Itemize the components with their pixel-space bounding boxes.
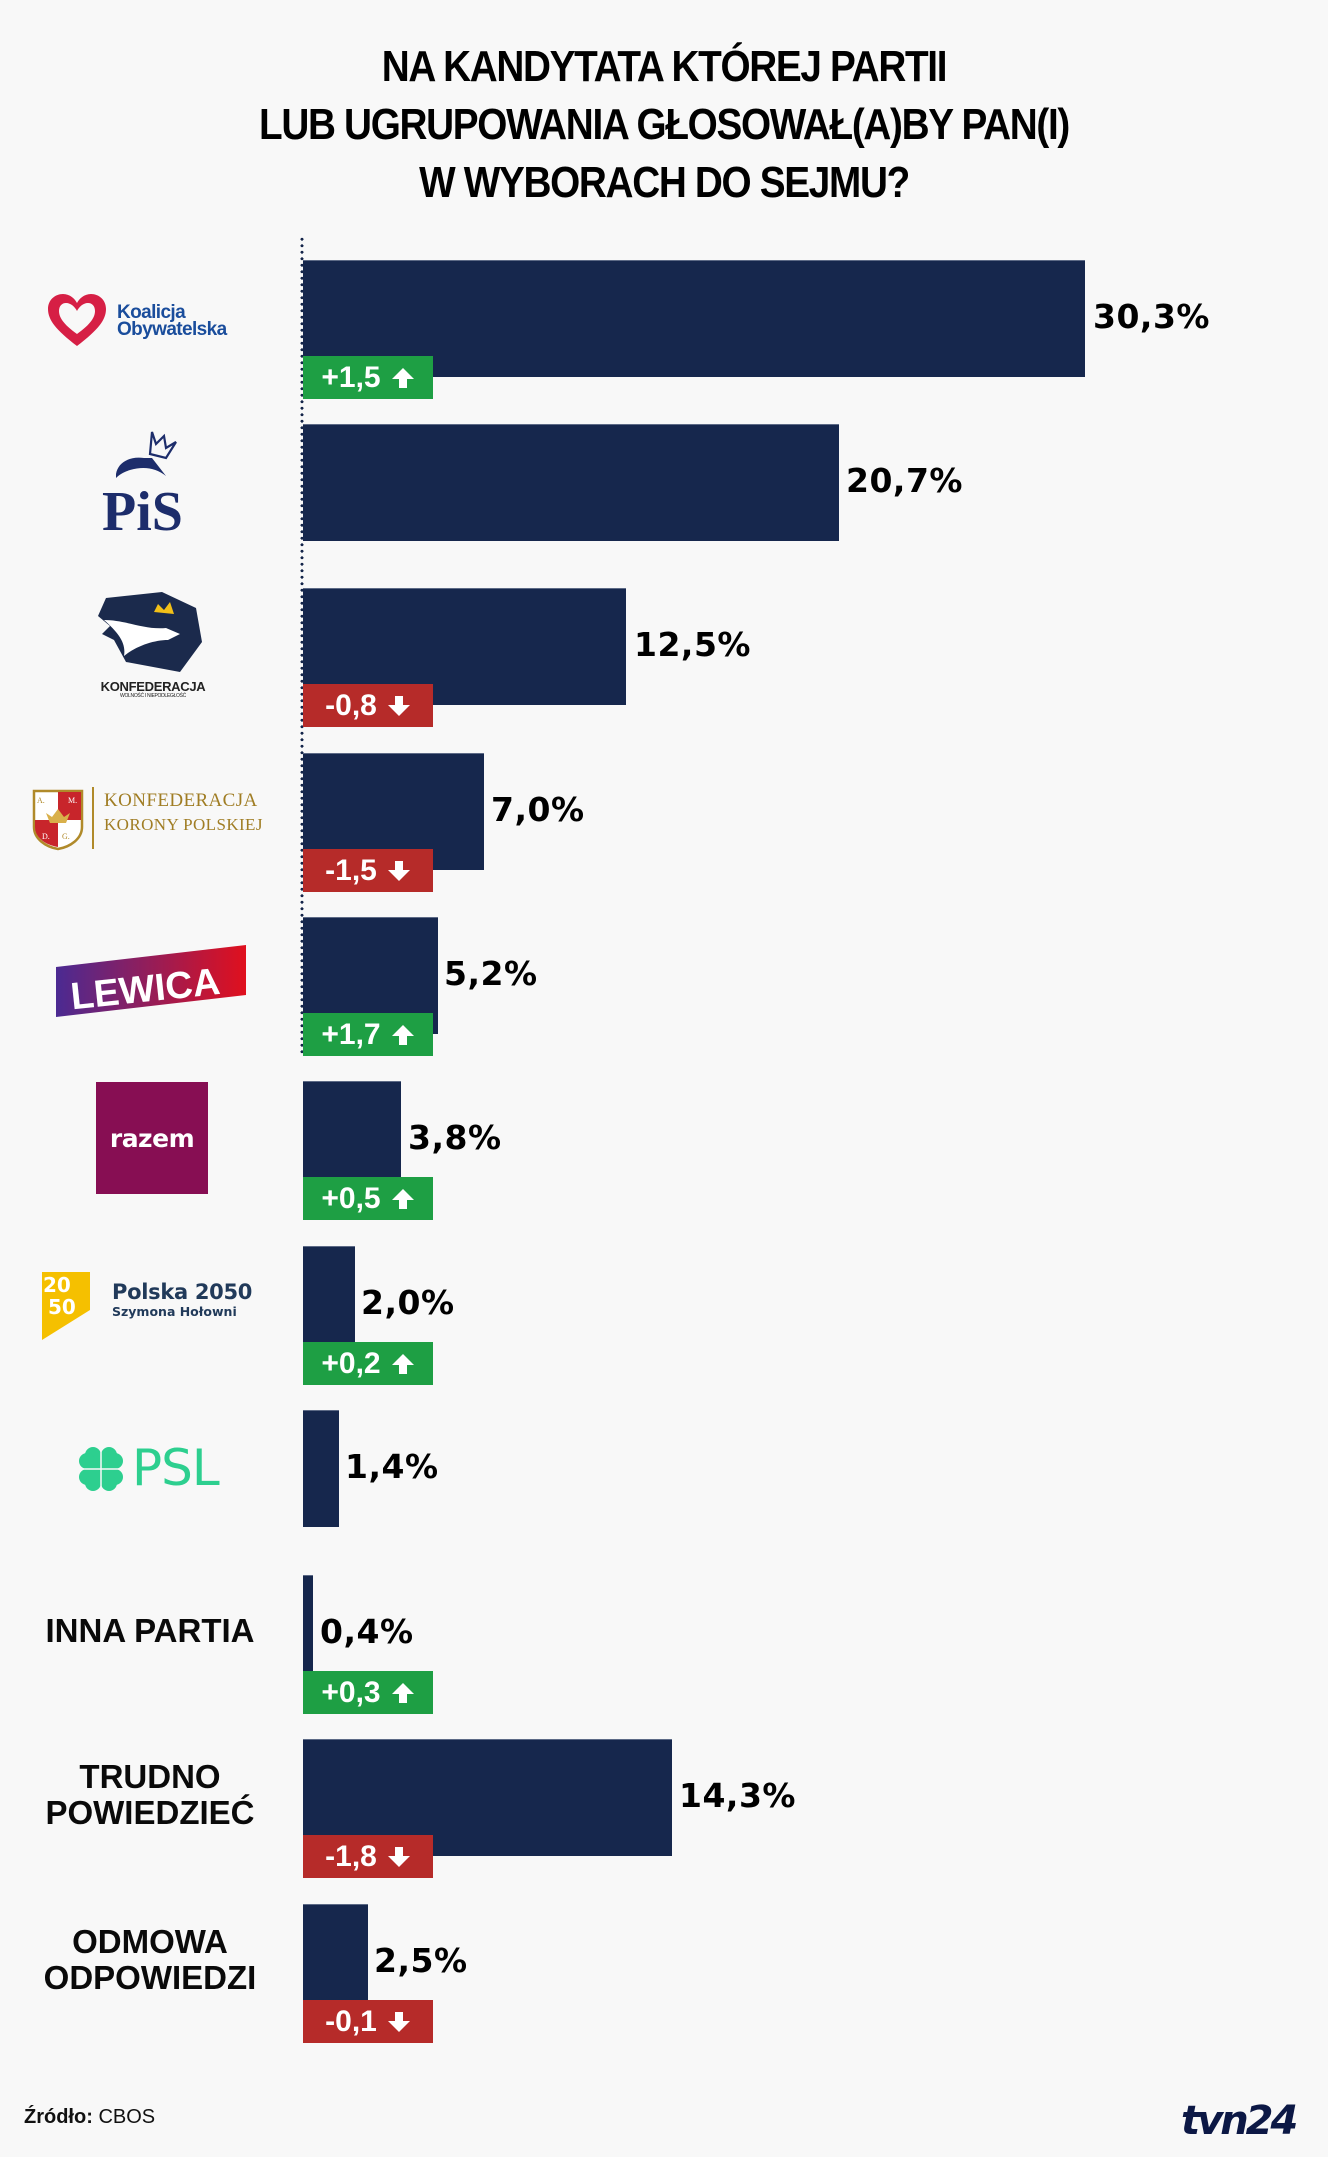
value-label: 2,5% xyxy=(374,1941,468,1980)
source-note: Źródło: CBOS xyxy=(24,2106,156,2128)
bar xyxy=(303,424,839,541)
value-label: 30,3% xyxy=(1093,297,1210,336)
bar-row-konfederacja: KONFEDERACJA WOLNOŚĆ I NIEPODLEGŁOŚĆ 12,… xyxy=(0,588,1328,748)
change-badge: -0,1 xyxy=(303,2000,433,2043)
bar-row-odmowa-odpowiedzi: ODMOWA ODPOWIEDZI 2,5% -0,1 xyxy=(0,1904,1328,2064)
change-badge: -1,5 xyxy=(303,849,433,892)
value-label: 5,2% xyxy=(444,954,538,993)
value-label: 0,4% xyxy=(320,1612,414,1651)
bar xyxy=(303,260,1085,377)
arrow-up-icon xyxy=(391,1023,415,1047)
heart-icon xyxy=(48,294,106,346)
bar xyxy=(303,1575,313,1692)
title-line-1: NA KANDYTATA KTÓREJ PARTII xyxy=(381,42,948,91)
arrow-down-icon xyxy=(387,859,411,883)
change-badge: -0,8 xyxy=(303,684,433,727)
arrow-up-icon xyxy=(391,1681,415,1705)
value-label: 20,7% xyxy=(846,461,963,500)
bar-row-koalicja-obywatelska: Koalicja Obywatelska 30,3% +1,5 xyxy=(0,260,1328,420)
title-line-2: LUB UGRUPOWANIA GŁOSOWAŁ(A)BY PAN(I) xyxy=(258,100,1070,149)
change-badge: +0,2 xyxy=(303,1342,433,1385)
ko-logo-text: Koalicja Obywatelska xyxy=(117,302,227,340)
clover-icon xyxy=(79,1447,123,1491)
chart-title: NA KANDYTATA KTÓREJ PARTII LUB UGRUPOWAN… xyxy=(80,38,1249,212)
svg-text:20: 20 xyxy=(43,1273,71,1297)
bar-row-polska-2050: 20 50 Polska 2050 Szymona Hołowni 2,0% +… xyxy=(0,1246,1328,1406)
value-label: 12,5% xyxy=(634,625,751,664)
kkp-logo-text: KONFEDERACJA KORONY POLSKIEJ xyxy=(104,790,263,834)
bar-row-pis: PiS 20,7% xyxy=(0,424,1328,584)
bar-row-lewica: LEWICA 5,2% +1,7 xyxy=(0,917,1328,1077)
arrow-up-icon xyxy=(391,366,415,390)
razem-logo: razem xyxy=(96,1082,208,1194)
arrow-down-icon xyxy=(387,1845,411,1869)
lewica-logo: LEWICA xyxy=(56,945,246,1018)
bar-row-inna-partia: INNA PARTIA 0,4% +0,3 xyxy=(0,1575,1328,1735)
value-label: 3,8% xyxy=(408,1118,502,1157)
kkp-shield-crown-icon: A. M. D. G. xyxy=(32,789,84,851)
category-label: ODMOWA ODPOWIEDZI xyxy=(43,1923,257,1996)
change-badge: +1,5 xyxy=(303,356,433,399)
category-label: TRUDNO POWIEDZIEĆ xyxy=(45,1758,255,1831)
category-label: INNA PARTIA xyxy=(45,1612,255,1649)
bar xyxy=(303,1410,339,1527)
konfederacja-logo-text: KONFEDERACJA WOLNOŚĆ I NIEPODLEGŁOŚĆ xyxy=(100,679,206,699)
arrow-down-icon xyxy=(387,2010,411,2034)
arrow-up-icon xyxy=(391,1352,415,1376)
value-label: 14,3% xyxy=(679,1776,796,1815)
change-badge: +0,3 xyxy=(303,1671,433,1714)
svg-text:M.: M. xyxy=(68,796,77,805)
bar-row-psl: PSL 1,4% xyxy=(0,1410,1328,1570)
svg-text:PiS: PiS xyxy=(102,481,183,538)
bar-row-trudno-powiedziec: TRUDNO POWIEDZIEĆ 14,3% -1,8 xyxy=(0,1739,1328,1899)
value-label: 2,0% xyxy=(361,1283,455,1322)
svg-text:50: 50 xyxy=(48,1295,76,1319)
konfederacja-eagle-icon xyxy=(98,592,202,672)
title-line-3: W WYBORACH DO SEJMU? xyxy=(419,158,910,207)
tvn24-logo: tvn24 xyxy=(1181,2098,1298,2144)
pis-eagle-crown-icon: PiS xyxy=(102,431,183,538)
polska-2050-logo-icon: 20 50 xyxy=(42,1272,90,1340)
svg-text:A.: A. xyxy=(37,796,45,805)
change-badge: +0,5 xyxy=(303,1177,433,1220)
psl-logo-text: PSL xyxy=(132,1439,220,1497)
svg-text:D.: D. xyxy=(42,832,50,841)
change-badge: +1,7 xyxy=(303,1013,433,1056)
value-label: 7,0% xyxy=(491,790,585,829)
polska-2050-logo-text: Polska 2050 Szymona Hołowni xyxy=(112,1280,253,1319)
dotted-baseline-axis xyxy=(300,236,304,1056)
svg-text:G.: G. xyxy=(62,832,70,841)
change-badge: -1,8 xyxy=(303,1835,433,1878)
bar-row-konfederacja-korony-polskiej: A. M. D. G. KONFEDERACJA KORONY POLSKIEJ… xyxy=(0,753,1328,913)
kkp-divider xyxy=(92,787,94,849)
arrow-up-icon xyxy=(391,1187,415,1211)
arrow-down-icon xyxy=(387,694,411,718)
value-label: 1,4% xyxy=(345,1447,439,1486)
bar-row-razem: razem 3,8% +0,5 xyxy=(0,1081,1328,1241)
